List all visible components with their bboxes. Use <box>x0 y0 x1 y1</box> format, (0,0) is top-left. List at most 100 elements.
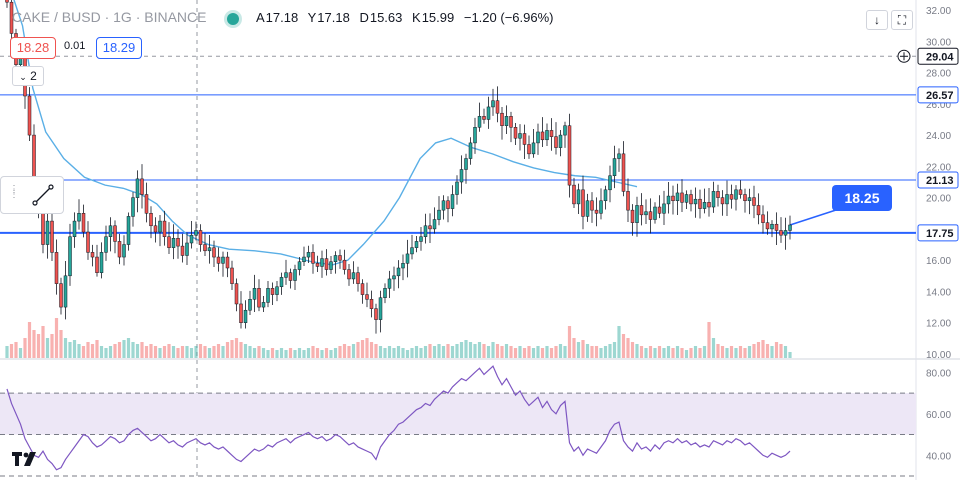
candle[interactable] <box>738 189 743 195</box>
candle[interactable] <box>81 213 86 233</box>
candle[interactable] <box>765 222 770 230</box>
candle[interactable] <box>117 241 122 258</box>
candle[interactable] <box>234 283 239 305</box>
candle[interactable] <box>756 205 761 216</box>
candle[interactable] <box>72 220 77 237</box>
drawing-tool-panel[interactable]: ⋮ ⋮ <box>0 176 64 214</box>
candle[interactable] <box>779 230 783 236</box>
candle[interactable] <box>495 100 500 114</box>
candle[interactable] <box>68 236 72 277</box>
candle[interactable] <box>401 263 405 269</box>
candle[interactable] <box>527 144 531 155</box>
candle[interactable] <box>293 269 297 281</box>
trend-line-tool-icon[interactable] <box>31 183 55 207</box>
candle[interactable] <box>437 209 441 220</box>
candle[interactable] <box>387 278 392 289</box>
buy-price-button[interactable]: 18.29 <box>96 37 142 59</box>
candle[interactable] <box>54 252 59 284</box>
fullscreen-icon[interactable]: ⛶ <box>891 10 913 30</box>
candle[interactable] <box>203 244 207 252</box>
candle[interactable] <box>572 184 576 205</box>
candle[interactable] <box>504 116 509 126</box>
candle[interactable] <box>455 181 459 195</box>
candle[interactable] <box>522 133 527 145</box>
candle[interactable] <box>558 134 563 148</box>
candle[interactable] <box>302 256 306 262</box>
candle[interactable] <box>630 209 635 223</box>
candle[interactable] <box>86 231 90 253</box>
candle[interactable] <box>486 106 491 120</box>
candle[interactable] <box>428 225 432 230</box>
candle[interactable] <box>288 272 293 281</box>
candle[interactable] <box>725 194 729 205</box>
indicator-toggle-button[interactable]: ⌄ 2 <box>12 66 44 86</box>
candle[interactable] <box>423 225 428 237</box>
candle[interactable] <box>752 197 756 206</box>
candle[interactable] <box>216 256 221 264</box>
candle[interactable] <box>734 189 738 200</box>
candle[interactable] <box>324 258 329 270</box>
candle[interactable] <box>140 178 144 195</box>
candle[interactable] <box>747 197 752 202</box>
candle[interactable] <box>621 153 626 192</box>
candle[interactable] <box>374 308 378 320</box>
candle[interactable] <box>774 223 779 231</box>
candle[interactable] <box>671 195 675 202</box>
candle[interactable] <box>702 202 707 209</box>
candle[interactable] <box>590 200 594 211</box>
candle[interactable] <box>666 195 671 205</box>
candle[interactable] <box>477 116 482 128</box>
candle[interactable] <box>473 127 477 144</box>
candle-layer[interactable] <box>5 0 792 334</box>
candle[interactable] <box>680 192 684 203</box>
candle[interactable] <box>554 136 558 148</box>
candle[interactable] <box>675 192 680 202</box>
candle[interactable] <box>351 272 356 280</box>
candle[interactable] <box>270 288 275 295</box>
candle[interactable] <box>131 197 135 217</box>
candle[interactable] <box>689 194 693 205</box>
candle[interactable] <box>545 130 549 141</box>
candle[interactable] <box>414 241 419 248</box>
candle[interactable] <box>603 189 608 202</box>
candle[interactable] <box>180 245 185 256</box>
candle[interactable] <box>392 275 396 280</box>
candle[interactable] <box>405 253 410 264</box>
candle[interactable] <box>608 175 612 191</box>
candle[interactable] <box>185 242 189 256</box>
candle[interactable] <box>770 223 774 230</box>
candle[interactable] <box>567 125 572 186</box>
candle[interactable] <box>225 256 230 269</box>
candle[interactable] <box>360 283 365 295</box>
candle[interactable] <box>491 100 495 108</box>
candle[interactable] <box>513 127 518 139</box>
candle[interactable] <box>761 214 765 223</box>
candle[interactable] <box>77 213 81 222</box>
candle[interactable] <box>518 133 522 139</box>
candle[interactable] <box>122 244 126 258</box>
candle[interactable] <box>311 252 315 264</box>
price-axis[interactable]: 10.0012.0014.0016.0018.0020.0022.0024.00… <box>897 6 959 462</box>
candle[interactable] <box>347 269 351 280</box>
candle[interactable] <box>662 203 666 214</box>
candle[interactable] <box>684 194 689 203</box>
candle[interactable] <box>626 191 630 211</box>
candle[interactable] <box>248 299 252 311</box>
candle[interactable] <box>5 0 9 3</box>
candle[interactable] <box>446 200 450 209</box>
candle[interactable] <box>468 142 473 159</box>
candle[interactable] <box>365 294 369 300</box>
candle[interactable] <box>9 1 14 34</box>
candle[interactable] <box>482 116 486 120</box>
candle[interactable] <box>419 236 423 242</box>
candle[interactable] <box>149 213 153 227</box>
candle[interactable] <box>459 169 464 183</box>
candle[interactable] <box>27 95 32 136</box>
candle[interactable] <box>383 288 387 298</box>
candle[interactable] <box>720 197 725 205</box>
candle[interactable] <box>239 303 243 323</box>
candle[interactable] <box>162 220 167 237</box>
candle[interactable] <box>716 191 720 198</box>
candle[interactable] <box>63 275 68 308</box>
candle[interactable] <box>252 288 257 300</box>
